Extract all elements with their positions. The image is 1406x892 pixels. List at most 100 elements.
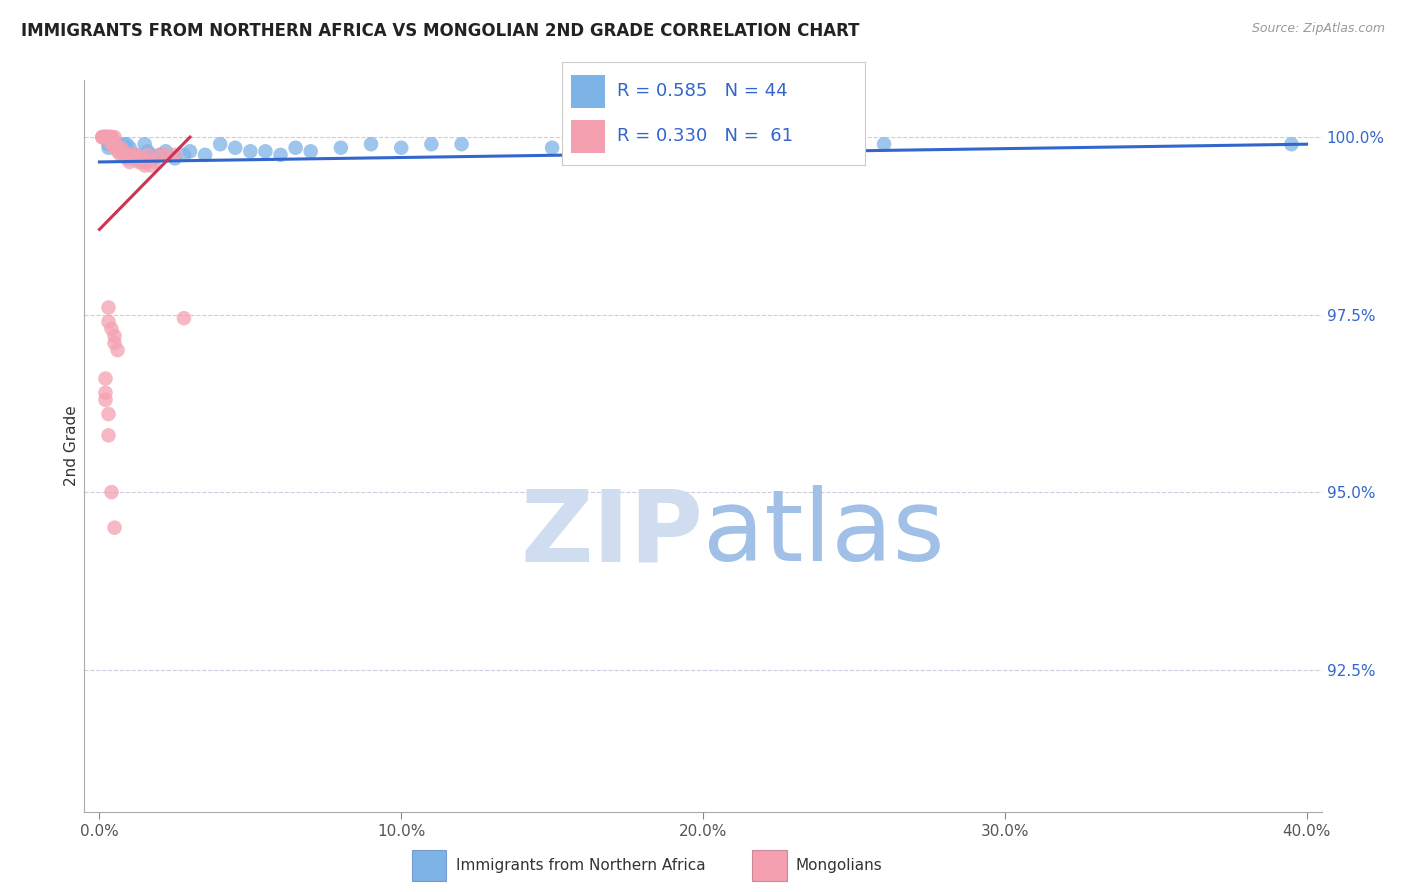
Text: R = 0.585   N = 44: R = 0.585 N = 44 [617,82,787,100]
Point [107,343,129,358]
Point [94,130,117,145]
Point [115,148,138,162]
Point [94,130,117,145]
Text: Source: ZipAtlas.com: Source: ZipAtlas.com [1251,22,1385,36]
Point [94,392,117,407]
Point [112,145,135,159]
Point [131,155,153,169]
FancyBboxPatch shape [571,75,605,108]
Point [163,152,186,166]
Point [107,145,129,159]
Point [149,148,172,162]
Text: ZIP: ZIP [520,485,703,582]
Y-axis label: 2nd Grade: 2nd Grade [63,406,79,486]
Point [360,137,382,152]
Point [813,137,835,152]
Point [450,137,472,152]
Point [662,137,685,152]
Point [103,521,125,535]
Point [103,137,125,152]
Point [173,311,195,326]
Point [194,148,217,162]
Point [134,159,156,173]
Point [284,141,307,155]
Point [91,130,114,145]
Point [103,336,125,351]
Point [1281,137,1303,152]
Point [128,152,150,166]
Point [224,141,246,155]
Point [110,141,132,155]
Point [97,130,120,145]
FancyBboxPatch shape [412,849,446,881]
Point [97,315,120,329]
Point [107,137,129,152]
Point [97,141,120,155]
Point [121,152,143,166]
FancyBboxPatch shape [752,849,786,881]
Point [118,152,141,166]
Point [91,130,114,145]
Point [179,145,201,159]
Point [94,130,117,145]
Text: Mongolians: Mongolians [796,858,883,872]
Point [97,130,120,145]
Point [100,137,122,152]
FancyBboxPatch shape [571,120,605,153]
Point [94,385,117,400]
Point [142,152,165,166]
Point [692,137,714,152]
Point [118,155,141,169]
Point [97,137,120,152]
Point [209,137,232,152]
Point [97,407,120,421]
Point [110,148,132,162]
Point [541,141,564,155]
Text: Immigrants from Northern Africa: Immigrants from Northern Africa [456,858,706,872]
Point [100,485,122,500]
Point [239,145,262,159]
Point [149,148,172,162]
Point [94,371,117,385]
Point [134,137,156,152]
Point [571,137,593,152]
Point [155,145,177,159]
Point [389,141,412,155]
Point [94,130,117,145]
Point [139,148,162,162]
Point [420,137,443,152]
Point [103,137,125,152]
Point [97,301,120,315]
Point [91,130,114,145]
Text: atlas: atlas [703,485,945,582]
Point [103,329,125,343]
Point [121,148,143,162]
Point [124,148,146,162]
Point [97,428,120,442]
Point [173,148,195,162]
Point [100,322,122,336]
Point [103,130,125,145]
Point [97,130,120,145]
Point [124,148,146,162]
Point [118,141,141,155]
Point [100,130,122,145]
Point [128,152,150,166]
Point [115,137,138,152]
Point [752,137,775,152]
Point [91,130,114,145]
Point [136,145,159,159]
Point [299,145,322,159]
Point [139,159,162,173]
Point [115,152,138,166]
Text: R = 0.330   N =  61: R = 0.330 N = 61 [617,128,793,145]
Point [270,148,292,162]
Point [121,148,143,162]
Point [873,137,896,152]
Point [131,152,153,166]
Point [128,155,150,169]
Point [134,155,156,169]
Point [155,148,177,162]
Point [136,148,159,162]
Point [112,137,135,152]
